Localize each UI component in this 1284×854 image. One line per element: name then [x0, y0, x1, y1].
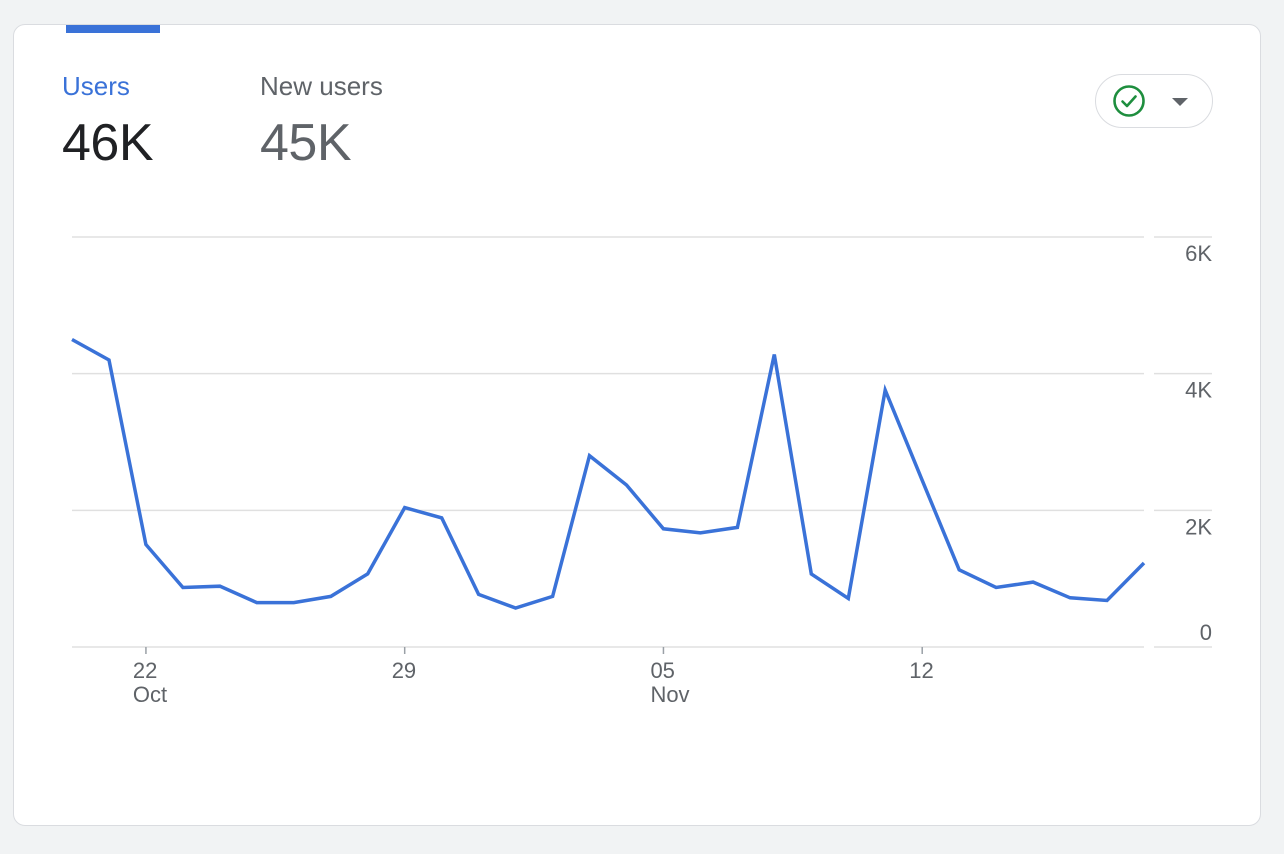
check-circle-icon	[1113, 85, 1145, 117]
y-tick-label: 0	[1200, 620, 1212, 645]
metric-value-new-users: 45K	[260, 114, 352, 172]
metric-label-new-users: New users	[260, 71, 383, 101]
x-tick-label-day: 05	[650, 658, 674, 683]
x-tick-label-month: Oct	[133, 682, 167, 707]
selected-tab-indicator	[66, 25, 160, 33]
status-dropdown[interactable]	[1095, 74, 1213, 128]
x-tick-label-day: 29	[392, 658, 416, 683]
users-chart-card: Users 46K New users 45K 0 2K 4K 6K 22 Oct 29 05…	[13, 24, 1261, 826]
y-tick-label: 4K	[1185, 378, 1212, 403]
x-tick-label-month: Nov	[650, 682, 689, 707]
x-tick-label-day: 12	[909, 658, 933, 683]
y-tick-label: 2K	[1185, 514, 1212, 539]
metric-label-users: Users	[62, 71, 130, 101]
series-line-users	[71, 337, 1146, 610]
x-tick-label-day: 22	[133, 658, 157, 683]
metric-tab-new-users[interactable]: New users 45K	[260, 25, 440, 175]
metric-value-users: 46K	[62, 114, 154, 172]
y-tick-label: 6K	[1185, 241, 1212, 266]
metric-tab-users[interactable]: Users 46K	[62, 25, 202, 175]
caret-down-icon	[1172, 98, 1188, 106]
